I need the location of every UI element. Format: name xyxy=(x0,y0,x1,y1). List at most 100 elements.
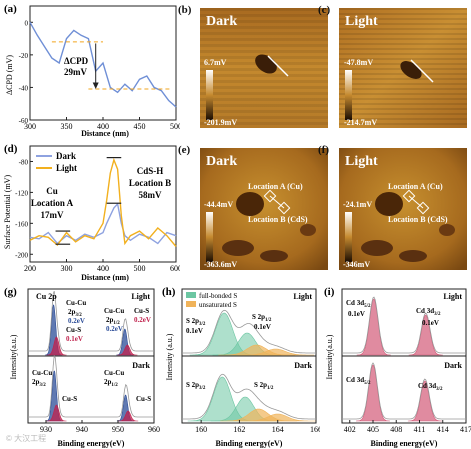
x-tick-label: 162 xyxy=(233,425,245,434)
panel-i-cd32-shift: 0.1eV xyxy=(422,319,439,327)
panel-d-ylabel: Surface Potential (mV) xyxy=(3,175,12,250)
panel-g-cucu-l2: Cu-Cu xyxy=(104,307,124,315)
panel-g-cucu-l2-shift: 0.2eV xyxy=(106,325,123,333)
panel-d-series xyxy=(29,157,177,247)
y-tick-label: -160 xyxy=(15,220,28,228)
y-tick-label: -20 xyxy=(19,52,29,60)
panel-d-location-b: Location B xyxy=(129,178,171,188)
panel-f-location-a: Location A (Cu) xyxy=(388,182,443,191)
panel-i-ylabel: Intensity(a.u.) xyxy=(325,334,334,379)
panel-d-cu: Cu xyxy=(46,186,58,196)
series-line xyxy=(29,157,177,247)
x-tick-label: 166 xyxy=(310,425,320,434)
legend-unsaturated: unsaturated S xyxy=(199,301,237,309)
panel-g-cus-l1-shift: 0.1eV xyxy=(66,335,83,343)
panel-i-cd32-light: Cd 3d3/2 xyxy=(416,307,441,317)
panel-h-light: Light xyxy=(293,292,312,301)
panel-e-location-b: Location B (CdS) xyxy=(248,215,308,224)
spectrum-envelope xyxy=(28,290,154,352)
panel-g-ylabel: Intensity(a.u.) xyxy=(9,334,18,379)
x-tick-label: 300 xyxy=(24,122,36,131)
panel-e-scale-max: -44.4mV xyxy=(204,200,234,209)
panel-a-series xyxy=(29,21,177,108)
panel-c-title: Light xyxy=(345,14,378,29)
peak-fill xyxy=(237,348,315,356)
panel-c-label: (c) xyxy=(318,4,331,16)
peak-fill xyxy=(356,298,391,356)
x-tick-label: 405 xyxy=(367,425,379,434)
y-tick-label: -60 xyxy=(19,117,29,125)
panel-b-afm-image xyxy=(200,8,328,128)
spectrum-envelope xyxy=(182,309,316,354)
panel-g-xlabel: Binding energy(eV) xyxy=(58,439,125,448)
panel-a-chart: (a) 300 350 400 450 500-60-40-200 ΔCPD (mV) … xyxy=(4,3,180,138)
x-tick-label: 400 xyxy=(97,264,109,273)
peak-fill xyxy=(408,314,443,356)
x-tick-label: 402 xyxy=(344,425,356,434)
y-tick-label: -200 xyxy=(15,251,28,259)
legend-full-bonded-swatch xyxy=(186,292,196,298)
panel-e-label: (e) xyxy=(178,144,191,156)
panel-h-label: (h) xyxy=(162,286,176,298)
panel-g-cucu-l1: Cu-Cu xyxy=(66,299,86,307)
panel-a-label: (a) xyxy=(4,3,17,15)
panel-g-cus-l2: Cu-S xyxy=(134,307,149,315)
panel-d-cdsh: CdS-H xyxy=(137,166,164,176)
panel-g-cucu-l2-2p: 2p1/2 xyxy=(106,316,120,326)
panel-b-scale-max: 6.7mV xyxy=(204,58,227,67)
panel-h-s12-dark: S 2p1/2 xyxy=(254,381,274,391)
peak-fill xyxy=(239,413,316,422)
panel-a-axes: 300 350 400 450 500 -60 -40 -20 0 xyxy=(19,5,180,131)
y-tick-label: 0 xyxy=(25,19,29,27)
panel-c-afm-image xyxy=(339,8,467,128)
x-tick-label: 450 xyxy=(134,122,146,131)
panel-g-cucu-d1: Cu-Cu xyxy=(32,369,52,377)
panel-g-dark: Dark xyxy=(132,361,150,370)
panel-h-xlabel: Binding energy(eV) xyxy=(216,439,283,448)
panel-f-location-b: Location B (CdS) xyxy=(388,215,448,224)
panel-g-cus-l2-shift: 0.2eV xyxy=(134,316,151,324)
panel-b-scale-min: -201.9mV xyxy=(204,118,238,127)
panel-h-s32-light: S 2p3/2 xyxy=(186,317,206,327)
x-tick-label: 940 xyxy=(76,425,88,434)
panel-e-location-a: Location A (Cu) xyxy=(248,182,303,191)
panel-c-scale-min: -214.7mV xyxy=(344,118,378,127)
panel-e-title: Dark xyxy=(206,154,238,169)
panel-h-ylabel: Intensity (a.u.) xyxy=(165,333,174,380)
panel-g-cucu-l1-shift: 0.2eV xyxy=(68,317,85,325)
panel-a-delta-label: ΔCPD xyxy=(64,56,89,66)
x-tick-label: 200 xyxy=(24,264,36,273)
panel-b-title: Dark xyxy=(206,14,238,29)
x-tick-label: 408 xyxy=(390,425,402,434)
panel-d-xlabel: Distance (nm) xyxy=(81,273,129,282)
panel-d-chart: (d) 200 300 400 500 600 -200 -160 -120 -80 Surfa… xyxy=(3,143,180,282)
spectrum-envelope xyxy=(342,296,466,354)
y-tick-label: -80 xyxy=(19,158,29,166)
panel-d-58mv: 58mV xyxy=(139,190,162,200)
peak-fill xyxy=(356,364,390,422)
panel-d-location-a: Location A xyxy=(31,198,74,208)
x-tick-label: 400 xyxy=(97,122,109,131)
panel-i-cd52-dark: Cd 3d5/2 xyxy=(346,376,371,386)
panel-i-light: Light xyxy=(443,292,462,301)
x-tick-label: 500 xyxy=(170,122,180,131)
panel-g-cus-l1: Cu-S xyxy=(66,326,81,334)
panel-i-peaks xyxy=(342,296,466,422)
panel-f-title: Light xyxy=(345,154,378,169)
x-tick-label: 160 xyxy=(195,425,207,434)
panel-g-cus-d1: Cu-S xyxy=(62,395,77,403)
panel-f-scale-min: -346mV xyxy=(343,260,371,269)
panel-f-label: (f) xyxy=(318,144,329,156)
panel-d-legend: Dark Light xyxy=(36,151,77,173)
x-tick-label: 414 xyxy=(437,425,449,434)
panel-i-cd52-light: Cd 3d5/2 xyxy=(346,299,371,309)
panel-a-delta-value: 29mV xyxy=(64,67,87,77)
panel-g-cu2p: Cu 2p xyxy=(36,292,57,301)
x-tick-label: 417 xyxy=(460,425,471,434)
panel-g-axis: 930 940 950 960 xyxy=(40,420,160,434)
panel-g-cucu-d2-2p: 2p1/2 xyxy=(104,378,118,388)
panel-a-ylabel: ΔCPD (mV) xyxy=(5,55,14,95)
x-tick-label: 930 xyxy=(40,425,52,434)
panel-f-afm-image xyxy=(339,148,467,270)
panel-i-cd52-shift: 0.1eV xyxy=(348,310,365,318)
